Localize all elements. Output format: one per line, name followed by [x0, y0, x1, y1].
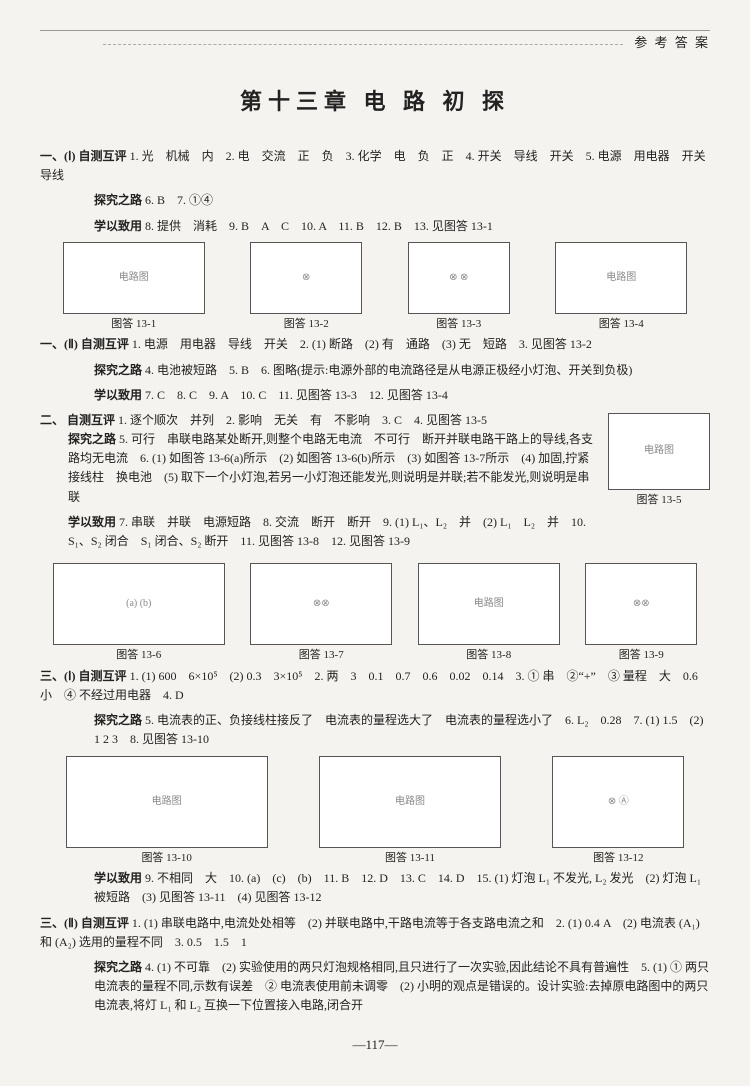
section-3-2: 三、(Ⅱ) 自测互评 1. (1) 串联电路中,电流处处相等 (2) 并联电路中…	[40, 914, 710, 952]
section-1-2-tanjiu: 探究之路 4. 电池被短路 5. B 6. 图略(提示:电源外部的电流路径是从电…	[40, 361, 710, 380]
zice-text: 1. 光 机械 内 2. 电 交流 正 负 3. 化学 电 负 正 4. 开关 …	[40, 149, 718, 182]
fig-13-3: ⊗ ⊗ 图答 13-3	[408, 242, 510, 334]
page-number: —117—	[40, 1035, 710, 1056]
section-1-2-xueyi: 学以致用 7. C 8. C 9. A 10. C 11. 见图答 13-3 1…	[40, 386, 710, 405]
fig-13-11: 电路图 图答 13-11	[319, 756, 501, 868]
fig-13-8: 电路图 图答 13-8	[418, 563, 560, 665]
fig-caption: 图答 13-10	[66, 850, 268, 868]
tanjiu-label: 探究之路	[94, 363, 142, 377]
section-1-1-tanjiu: 探究之路 6. B 7. ①④	[40, 191, 710, 210]
fig-13-6: (a) (b) 图答 13-6	[53, 563, 225, 665]
section-1-1-xueyi: 学以致用 8. 提供 消耗 9. B A C 10. A 11. B 12. B…	[40, 217, 710, 236]
zice-label: 自测互评	[79, 669, 127, 683]
fig-13-5: 电路图 图答 13-5	[608, 413, 710, 510]
xueyi-text: 7. 串联 并联 电源短路 8. 交流 断开 断开 9. (1) L₁、L₂ 并…	[68, 515, 586, 548]
sec-label: 三、(Ⅰ)	[40, 669, 76, 683]
tanjiu-text: 5. 可行 串联电路某处断开,则整个电路无电流 不可行 断开并联电路干路上的导线…	[68, 432, 593, 504]
xueyi-label: 学以致用	[94, 871, 142, 885]
tanjiu-text: 5. 电流表的正、负接线柱接反了 电流表的量程选大了 电流表的量程选小了 6. …	[94, 713, 704, 746]
zice-label: 自测互评	[81, 916, 129, 930]
fig-13-4: 电路图 图答 13-4	[555, 242, 687, 334]
tanjiu-text: 4. 电池被短路 5. B 6. 图略(提示:电源外部的电流路径是从电源正极经小…	[145, 363, 632, 377]
figure-row-1: 电路图 图答 13-1 ⊗ 图答 13-2 ⊗ ⊗ 图答 13-3 电路图 图答…	[40, 242, 710, 334]
tanjiu-label: 探究之路	[94, 960, 142, 974]
xueyi-text: 8. 提供 消耗 9. B A C 10. A 11. B 12. B 13. …	[145, 219, 493, 233]
circuit-diagram-icon: (a) (b)	[53, 563, 225, 645]
fig-13-7: ⊗⊗ 图答 13-7	[250, 563, 392, 665]
section-3-1: 三、(Ⅰ) 自测互评 1. (1) 600 6×10⁵ (2) 0.3 3×10…	[40, 667, 710, 705]
zice-text: 1. (1) 600 6×10⁵ (2) 0.3 3×10⁵ 2. 两 3 0.…	[40, 669, 710, 702]
circuit-diagram-icon: 电路图	[63, 242, 205, 314]
zice-text: 1. (1) 串联电路中,电流处处相等 (2) 并联电路中,干路电流等于各支路电…	[40, 916, 700, 949]
tanjiu-label: 探究之路	[94, 713, 142, 727]
fig-caption: 图答 13-11	[319, 850, 501, 868]
fig-caption: 图答 13-3	[408, 316, 510, 334]
fig-caption: 图答 13-12	[552, 850, 684, 868]
chapter-title: 第十三章 电 路 初 探	[40, 84, 710, 119]
circuit-diagram-icon: ⊗⊗	[585, 563, 697, 645]
fig-13-10: 电路图 图答 13-10	[66, 756, 268, 868]
section-2: 电路图 图答 13-5 二、 自测互评 1. 逐个顺次 并列 2. 影响 无关 …	[40, 411, 710, 557]
circuit-diagram-icon: ⊗ Ⓐ	[552, 756, 684, 848]
tanjiu-text: 6. B 7. ①④	[145, 193, 213, 207]
circuit-diagram-icon: 电路图	[418, 563, 560, 645]
xueyi-label: 学以致用	[68, 515, 116, 529]
sec-label: 一、(Ⅱ)	[40, 337, 78, 351]
figure-row-2: (a) (b) 图答 13-6 ⊗⊗ 图答 13-7 电路图 图答 13-8 ⊗…	[40, 563, 710, 665]
xueyi-text: 9. 不相同 大 10. (a) (c) (b) 11. B 12. D 13.…	[94, 871, 701, 904]
circuit-diagram-icon: 电路图	[555, 242, 687, 314]
fig-13-2: ⊗ 图答 13-2	[250, 242, 362, 334]
sec-label: 二、	[40, 413, 64, 427]
circuit-diagram-icon: ⊗ ⊗	[408, 242, 510, 314]
tanjiu-label: 探究之路	[94, 193, 142, 207]
fig-13-12: ⊗ Ⓐ 图答 13-12	[552, 756, 684, 868]
fig-13-9: ⊗⊗ 图答 13-9	[585, 563, 697, 665]
fig-caption: 图答 13-2	[250, 316, 362, 334]
zice-label: 自测互评	[67, 413, 115, 427]
fig-caption: 图答 13-5	[608, 492, 710, 510]
zice-label: 自测互评	[79, 149, 127, 163]
page-header: 参 考 答 案	[40, 30, 710, 54]
fig-13-1: 电路图 图答 13-1	[63, 242, 205, 334]
tanjiu-label: 探究之路	[68, 432, 116, 446]
circuit-diagram-icon: 电路图	[608, 413, 710, 490]
circuit-diagram-icon: ⊗⊗	[250, 563, 392, 645]
fig-caption: 图答 13-9	[585, 647, 697, 665]
figure-row-3: 电路图 图答 13-10 电路图 图答 13-11 ⊗ Ⓐ 图答 13-12	[40, 756, 710, 868]
circuit-diagram-icon: 电路图	[66, 756, 268, 848]
zice-label: 自测互评	[81, 337, 129, 351]
section-3-1-xueyi: 学以致用 9. 不相同 大 10. (a) (c) (b) 11. B 12. …	[40, 869, 710, 907]
circuit-diagram-icon: ⊗	[250, 242, 362, 314]
xueyi-text: 7. C 8. C 9. A 10. C 11. 见图答 13-3 12. 见图…	[145, 388, 448, 402]
zice-text: 1. 逐个顺次 并列 2. 影响 无关 有 不影响 3. C 4. 见图答 13…	[118, 413, 487, 427]
sec-label: 三、(Ⅱ)	[40, 916, 78, 930]
zice-text: 1. 电源 用电器 导线 开关 2. (1) 断路 (2) 有 通路 (3) 无…	[132, 337, 592, 351]
section-3-2-tanjiu: 探究之路 4. (1) 不可靠 (2) 实验使用的两只灯泡规格相同,且只进行了一…	[40, 958, 710, 1016]
fig-caption: 图答 13-8	[418, 647, 560, 665]
section-1-1: 一、(Ⅰ) 自测互评 1. 光 机械 内 2. 电 交流 正 负 3. 化学 电…	[40, 147, 710, 185]
fig-caption: 图答 13-6	[53, 647, 225, 665]
xueyi-label: 学以致用	[94, 388, 142, 402]
header-right: 参 考 答 案	[634, 35, 710, 50]
fig-caption: 图答 13-4	[555, 316, 687, 334]
xueyi-label: 学以致用	[94, 219, 142, 233]
tanjiu-text: 4. (1) 不可靠 (2) 实验使用的两只灯泡规格相同,且只进行了一次实验,因…	[94, 960, 709, 1012]
fig-caption: 图答 13-1	[63, 316, 205, 334]
section-1-2: 一、(Ⅱ) 自测互评 1. 电源 用电器 导线 开关 2. (1) 断路 (2)…	[40, 335, 710, 354]
sec-label: 一、(Ⅰ)	[40, 149, 76, 163]
section-2-xueyi: 学以致用 7. 串联 并联 电源短路 8. 交流 断开 断开 9. (1) L₁…	[40, 513, 710, 551]
section-3-1-tanjiu: 探究之路 5. 电流表的正、负接线柱接反了 电流表的量程选大了 电流表的量程选小…	[40, 711, 710, 749]
circuit-diagram-icon: 电路图	[319, 756, 501, 848]
fig-caption: 图答 13-7	[250, 647, 392, 665]
